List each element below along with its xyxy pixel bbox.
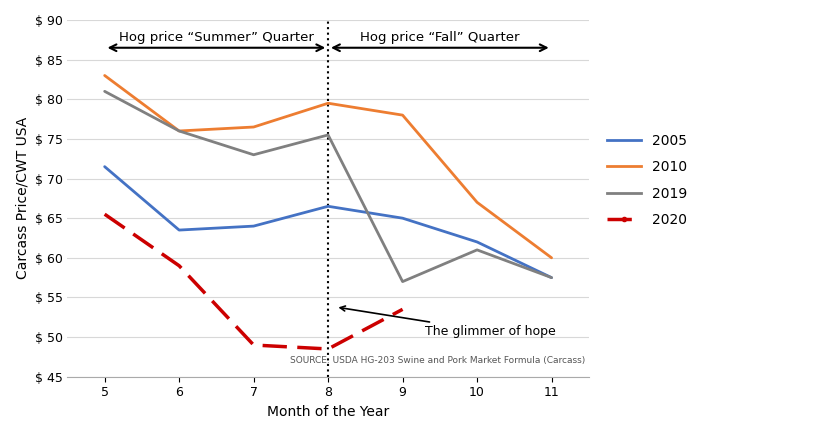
2019: [472, 247, 482, 253]
2020: [397, 307, 407, 312]
2005: [100, 164, 110, 169]
2020: [100, 212, 110, 217]
Text: SOURCE: USDA HG-203 Swine and Pork Market Formula (Carcass): SOURCE: USDA HG-203 Swine and Pork Marke…: [289, 356, 585, 365]
2005: [174, 227, 183, 233]
Text: Hog price “Summer” Quarter: Hog price “Summer” Quarter: [119, 31, 314, 44]
2010: [100, 73, 110, 78]
2010: [248, 125, 258, 130]
2005: [397, 216, 407, 221]
2020: [323, 346, 333, 352]
2005: [472, 240, 482, 245]
Line: 2019: 2019: [105, 91, 551, 282]
2010: [397, 112, 407, 118]
2005: [323, 204, 333, 209]
2019: [174, 128, 183, 134]
2010: [323, 101, 333, 106]
2019: [248, 152, 258, 158]
2020: [248, 342, 258, 348]
Line: 2005: 2005: [105, 167, 551, 278]
Line: 2020: 2020: [105, 214, 402, 349]
X-axis label: Month of the Year: Month of the Year: [267, 405, 389, 419]
Text: Hog price “Fall” Quarter: Hog price “Fall” Quarter: [360, 31, 519, 44]
2019: [323, 132, 333, 138]
2019: [546, 275, 556, 280]
2010: [472, 200, 482, 205]
Text: The glimmer of hope: The glimmer of hope: [340, 306, 555, 338]
Legend: 2005, 2010, 2019, 2020: 2005, 2010, 2019, 2020: [600, 128, 692, 233]
2019: [397, 279, 407, 284]
Line: 2010: 2010: [105, 76, 551, 258]
2020: [174, 263, 183, 268]
Y-axis label: Carcass Price/CWT USA: Carcass Price/CWT USA: [15, 117, 29, 279]
2019: [100, 89, 110, 94]
2010: [174, 128, 183, 134]
2005: [546, 275, 556, 280]
2005: [248, 224, 258, 229]
2010: [546, 255, 556, 260]
